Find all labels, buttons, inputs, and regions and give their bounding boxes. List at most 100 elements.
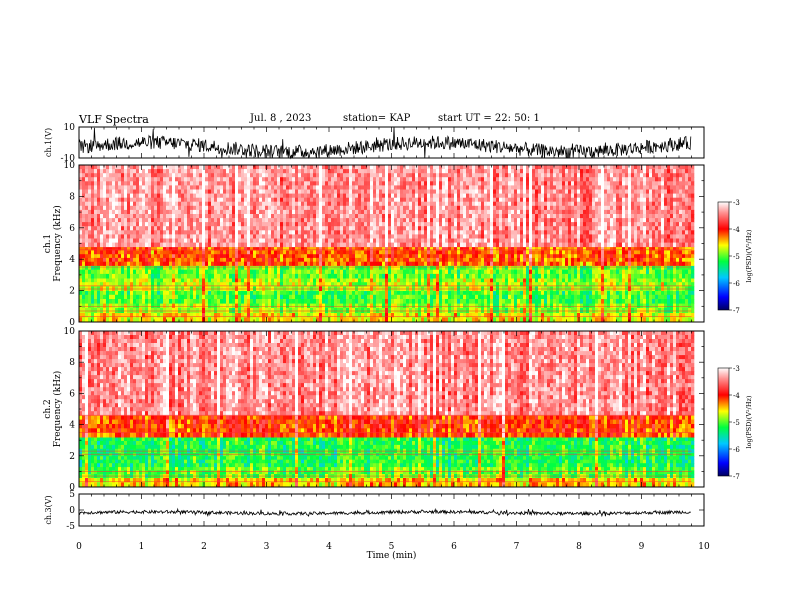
ch1-spectrogram-cell xyxy=(148,303,152,309)
ch1-spectrogram-cell xyxy=(208,218,212,223)
ch1-spectrogram-cell xyxy=(304,218,308,223)
ch1-spectrogram-cell xyxy=(424,265,428,271)
ch1-spectrogram-cell xyxy=(328,238,332,243)
ch1-spectrogram-cell xyxy=(304,177,308,182)
ch1-spectrogram-cell xyxy=(472,273,476,279)
ch1-spectrogram-cell xyxy=(394,209,398,215)
ch1-spectrogram-cell xyxy=(232,282,236,287)
ch1-spectrogram-cell xyxy=(433,177,437,182)
ch1-spectrogram-cell xyxy=(235,177,239,182)
ch1-spectrogram-cell xyxy=(130,218,134,223)
ch1-spectrogram-cell xyxy=(283,193,287,199)
ch1-spectrogram-cell xyxy=(373,177,377,182)
ch1-spectrogram-cell xyxy=(292,242,296,248)
ch1-spectrogram-cell xyxy=(448,238,452,243)
ch1-spectrogram-cell xyxy=(271,261,275,266)
ch1-spectrogram-cell xyxy=(436,230,440,235)
ch1-spectrogram-cell xyxy=(118,317,122,323)
ch1-spectrogram-cell xyxy=(439,290,443,296)
ch1-spectrogram-cell xyxy=(286,177,290,182)
ch1-spectrogram-cell xyxy=(346,214,350,219)
ch1-spectrogram-cell xyxy=(319,209,323,215)
ch1-spectrogram-cell xyxy=(331,222,335,227)
ch1-spectrogram-cell xyxy=(265,265,269,271)
ch1-spectrogram-cell xyxy=(295,273,299,279)
ch1-spectrogram-cell xyxy=(85,197,89,203)
ch1-spectrogram-cell xyxy=(406,282,410,287)
ch1-spectrogram-cell xyxy=(289,238,293,243)
ch1-spectrogram-cell xyxy=(226,169,230,174)
ch1-spectrogram-cell xyxy=(97,226,101,231)
ch1-spectrogram-cell xyxy=(271,230,275,235)
ch1-spectrogram-cell xyxy=(88,169,92,174)
ch1-spectrogram-cell xyxy=(223,201,227,207)
ch1-spectrogram-cell xyxy=(118,209,122,215)
ch1-spectrogram-cell xyxy=(280,317,284,323)
ch1-spectrogram-cell xyxy=(166,209,170,215)
ch1-spectrogram-cell xyxy=(229,165,233,170)
ch1-spectrogram-cell xyxy=(100,173,104,178)
ch1-spectrogram-cell xyxy=(100,265,104,271)
ch1-spectrogram-cell xyxy=(274,269,278,275)
ch1-spectrogram-cell xyxy=(328,209,332,215)
ch1-spectrogram-cell xyxy=(424,294,428,300)
ch1-spectrogram-cell xyxy=(379,294,383,300)
ch1-spectrogram-cell xyxy=(307,299,311,304)
ch1-spectrogram-cell xyxy=(427,205,431,211)
ch1-spectrogram-cell xyxy=(316,234,320,239)
ch1-spectrogram-cell xyxy=(280,265,284,271)
ch1-spectrogram-cell xyxy=(211,299,215,304)
ch1-spectrogram-cell xyxy=(139,165,143,170)
ch1-spectrogram-cell xyxy=(256,205,260,211)
ch1-spectrogram-cell xyxy=(94,193,98,199)
ch1-spectrogram-cell xyxy=(313,209,317,215)
ch1-spectrogram-cell xyxy=(367,165,371,170)
ch1-spectrogram-cell xyxy=(331,307,335,313)
ch1-spectrogram-cell xyxy=(232,209,236,215)
ch1-spectrogram-cell xyxy=(346,169,350,174)
ch1-spectrogram-cell xyxy=(148,278,152,283)
ch1-spectrogram-cell xyxy=(133,278,137,283)
ch1-spectrogram-cell xyxy=(370,299,374,304)
ch1-spectrogram-cell xyxy=(193,197,197,203)
ch1-spectrogram-cell xyxy=(271,312,275,318)
ch1-spectrogram-cell xyxy=(442,230,446,235)
ch1-spectrogram-cell xyxy=(97,317,101,323)
ch1-spectrogram-cell xyxy=(181,214,185,219)
ch1-spectrogram-cell xyxy=(343,234,347,239)
ch1-spectrogram-cell xyxy=(91,250,95,255)
ch1-spectrogram-cell xyxy=(445,234,449,239)
ch1-spectrogram-cell xyxy=(214,273,218,279)
ch1-spectrogram-cell xyxy=(331,278,335,283)
ch1-spectrogram-cell xyxy=(430,299,434,304)
ch1-spectrogram-cell xyxy=(124,214,128,219)
ch1-spectrogram-cell xyxy=(142,222,146,227)
ch1-spectrogram-cell xyxy=(262,209,266,215)
ch1-spectrogram-cell xyxy=(100,222,104,227)
ch1-spectrogram-cell xyxy=(409,209,413,215)
ch1-spectrogram-cell xyxy=(361,169,365,174)
ch1-spectrogram-cell xyxy=(151,197,155,203)
ch1-spectrogram-cell xyxy=(151,189,155,194)
ch1-spectrogram-cell xyxy=(460,185,464,190)
ch1-spectrogram-cell xyxy=(259,201,263,207)
ch1-spectrogram-cell xyxy=(367,290,371,296)
ch1-spectrogram-cell xyxy=(250,214,254,219)
ch1-spectrogram-cell xyxy=(442,173,446,178)
ch1-spectrogram-cell xyxy=(85,246,89,251)
ch1-spectrogram-cell xyxy=(385,214,389,219)
ch1-spectrogram-cell xyxy=(187,265,191,271)
ch1-spectrogram-cell xyxy=(394,193,398,199)
ch1-spectrogram-cell xyxy=(112,177,116,182)
ch1-spectrogram-cell xyxy=(145,201,149,207)
ch1-spectrogram-cell xyxy=(307,246,311,251)
ch1-spectrogram-cell xyxy=(226,246,230,251)
ch1-spectrogram-cell xyxy=(406,242,410,248)
ch1-spectrogram-cell xyxy=(316,185,320,190)
ch1-spectrogram-cell xyxy=(373,294,377,300)
ch1-spectrogram-cell xyxy=(415,257,419,263)
ch1-spectrogram-cell xyxy=(100,257,104,263)
ch1-spectrogram-cell xyxy=(340,193,344,199)
ch1-spectrogram-cell xyxy=(202,278,206,283)
ch1-spectrogram-cell xyxy=(376,257,380,263)
